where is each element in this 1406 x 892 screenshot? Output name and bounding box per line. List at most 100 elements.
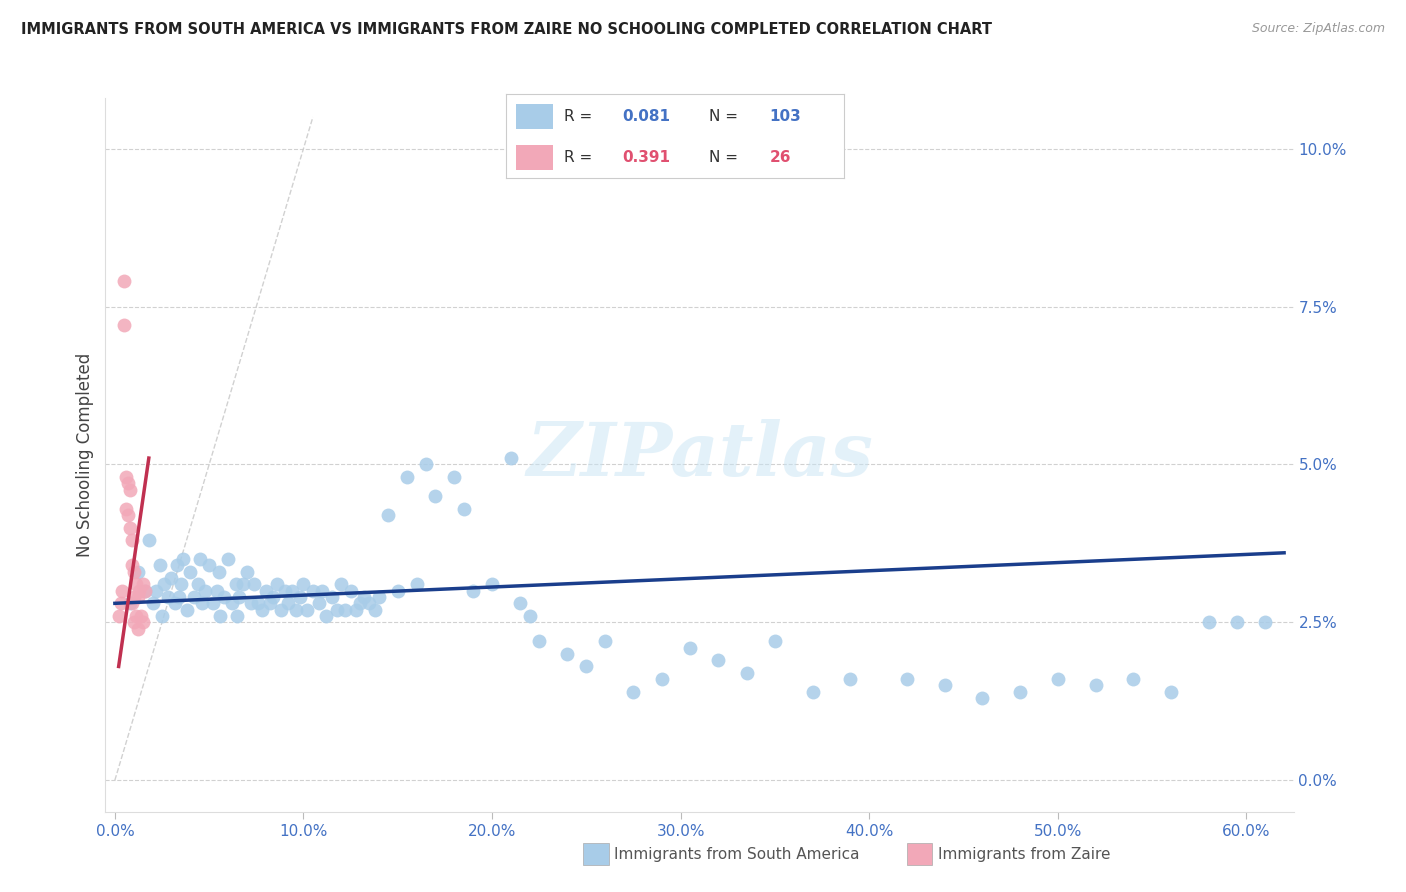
Point <box>527 634 550 648</box>
Point <box>509 596 531 610</box>
Point <box>377 508 399 522</box>
Point <box>453 501 475 516</box>
Point <box>333 602 356 616</box>
Point <box>481 577 503 591</box>
Point <box>179 565 201 579</box>
Point <box>167 590 190 604</box>
Point <box>259 596 281 610</box>
Point <box>214 590 236 604</box>
Point <box>311 583 333 598</box>
Point <box>226 609 249 624</box>
Point <box>679 640 702 655</box>
Point <box>364 602 387 616</box>
Point <box>149 558 172 573</box>
Point <box>326 602 349 616</box>
Point <box>150 609 173 624</box>
Point <box>415 458 437 472</box>
Point <box>111 583 134 598</box>
Point <box>321 590 343 604</box>
Point <box>623 684 645 698</box>
Point <box>367 590 389 604</box>
Point <box>201 596 224 610</box>
Point <box>763 634 786 648</box>
Point <box>972 691 994 706</box>
Point <box>110 596 132 610</box>
Point <box>190 596 212 610</box>
Bar <box>516 103 554 129</box>
Point <box>339 583 361 598</box>
Point <box>519 609 541 624</box>
Point <box>115 501 138 516</box>
Point <box>266 577 288 591</box>
Point <box>1254 615 1277 630</box>
Point <box>153 577 176 591</box>
Point <box>225 577 247 591</box>
Point <box>1046 672 1069 686</box>
Point <box>344 602 367 616</box>
Point <box>127 622 149 636</box>
Text: Immigrants from South America: Immigrants from South America <box>614 847 860 862</box>
Point <box>297 602 319 616</box>
Point <box>129 609 152 624</box>
Point <box>405 577 427 591</box>
Point <box>273 583 295 598</box>
Point <box>359 596 381 610</box>
Point <box>262 590 284 604</box>
Point <box>1084 678 1107 692</box>
Point <box>443 470 465 484</box>
Point <box>117 508 139 522</box>
Text: 0.081: 0.081 <box>623 109 671 124</box>
Point <box>205 583 228 598</box>
Point <box>349 596 371 610</box>
Point <box>128 583 150 598</box>
Point <box>499 451 522 466</box>
Point <box>132 615 155 630</box>
Point <box>176 602 198 616</box>
Text: Immigrants from Zaire: Immigrants from Zaire <box>938 847 1111 862</box>
Point <box>132 577 155 591</box>
Point <box>292 577 315 591</box>
Point <box>575 659 598 673</box>
Point <box>707 653 730 667</box>
Point <box>138 533 160 548</box>
Point <box>288 590 311 604</box>
Point <box>121 533 143 548</box>
Point <box>463 583 485 598</box>
Point <box>308 596 330 610</box>
Y-axis label: No Schooling Completed: No Schooling Completed <box>76 353 94 557</box>
Point <box>1010 684 1032 698</box>
Point <box>896 672 918 686</box>
Point <box>239 596 262 610</box>
Point <box>142 596 165 610</box>
Point <box>134 583 156 598</box>
Point <box>127 565 149 579</box>
Point <box>165 596 187 610</box>
Point <box>735 665 758 680</box>
Point <box>1160 684 1182 698</box>
Point <box>156 590 179 604</box>
Point <box>118 520 141 534</box>
Point <box>250 602 273 616</box>
Point <box>217 552 239 566</box>
Point <box>118 596 141 610</box>
Point <box>170 577 193 591</box>
Point <box>122 565 145 579</box>
Point <box>1198 615 1220 630</box>
Point <box>1122 672 1144 686</box>
Point <box>112 274 135 288</box>
Point <box>187 577 209 591</box>
Point <box>118 483 141 497</box>
Point <box>236 565 259 579</box>
Text: ZIPatlas: ZIPatlas <box>526 418 873 491</box>
Point <box>194 583 217 598</box>
Point <box>121 596 143 610</box>
Point <box>934 678 956 692</box>
Point <box>117 476 139 491</box>
Point <box>1226 615 1249 630</box>
Point <box>198 558 221 573</box>
Text: R =: R = <box>564 109 592 124</box>
Bar <box>516 145 554 169</box>
Point <box>183 590 205 604</box>
Text: N =: N = <box>709 109 738 124</box>
Point <box>228 590 250 604</box>
